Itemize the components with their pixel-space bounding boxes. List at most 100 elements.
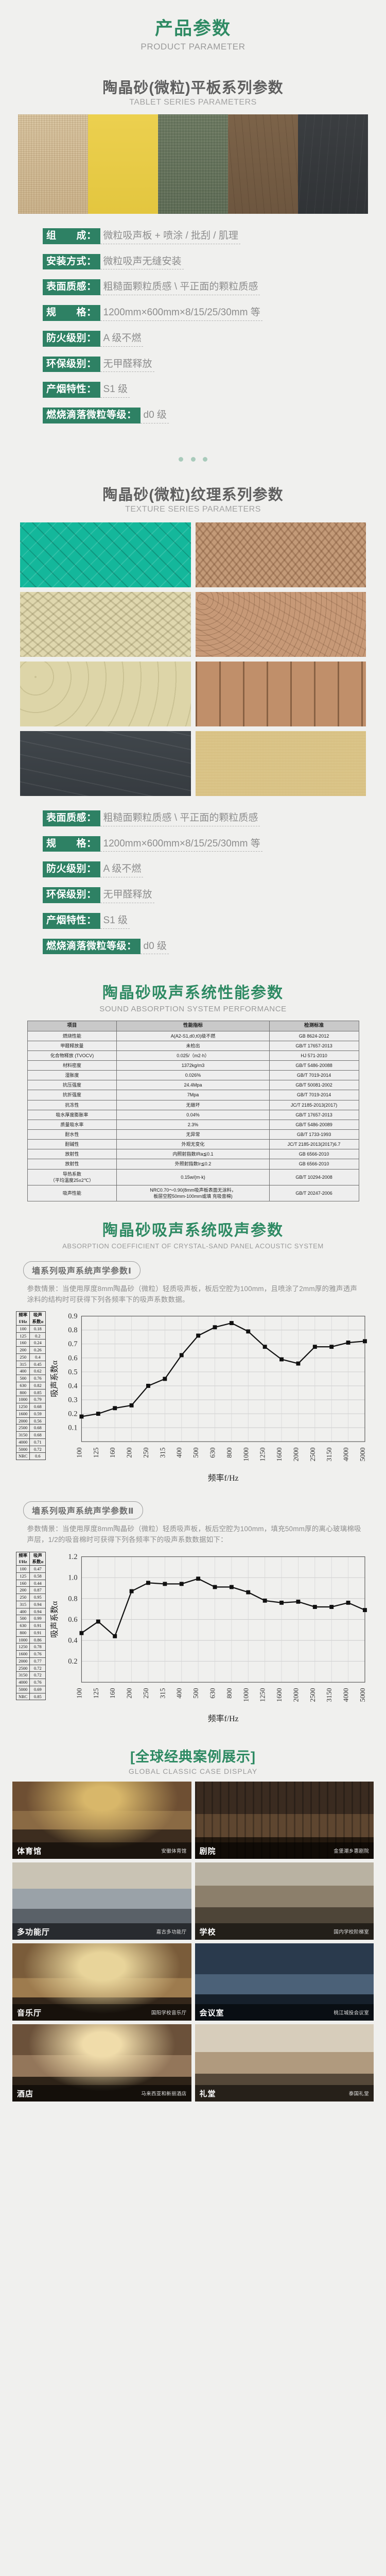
x-tick-label: 200 bbox=[126, 1688, 133, 1699]
case-card-multi[interactable]: 多功能厅 嘉古多功能厅 bbox=[12, 1862, 191, 1940]
case-gallery-title-en: GLOBAL CLASSIC CASE DISPLAY bbox=[128, 1767, 258, 1776]
x-axis-label: 频率f/Hz bbox=[208, 1714, 239, 1723]
cell-coefficient: 0.72 bbox=[29, 1445, 46, 1453]
chart1-pill-label: 墙系列吸声系统声学参数Ⅰ bbox=[23, 1261, 141, 1279]
cell-coefficient: 0.71 bbox=[29, 1438, 46, 1446]
x-tick-label: 3150 bbox=[325, 1448, 333, 1462]
case-gallery-grid: 体育馆 安徽体育馆 剧院 金堡潮乡惠剧院 多功能厅 嘉古多功能厅 学校 国内学校阶梯室 音乐厅 国… bbox=[12, 1782, 374, 2102]
case-card-hall[interactable]: 礼堂 泰国礼堂 bbox=[195, 2024, 374, 2102]
table-row: 200 0.87 bbox=[15, 1586, 46, 1595]
x-tick-label: 160 bbox=[109, 1688, 116, 1699]
chart-data-point bbox=[329, 1345, 334, 1349]
texture-gallery bbox=[20, 522, 366, 796]
x-tick-label: 1000 bbox=[242, 1448, 250, 1462]
cell-frequency: 125 bbox=[15, 1332, 30, 1340]
cell-index: 0.15w/(m·k) bbox=[116, 1168, 270, 1185]
case-card-hotel[interactable]: 酒店 马来西亚和新丽酒店 bbox=[12, 2024, 191, 2102]
spec-value: 粗糙面颗粒质感 \ 平正面的颗粒质感 bbox=[100, 280, 260, 295]
table-row: 2000 0.77 bbox=[15, 1657, 46, 1665]
cell-coefficient: 0.86 bbox=[29, 1636, 46, 1644]
column-header-frequency: 频率 f/Hz bbox=[15, 1551, 30, 1566]
case-card-gym[interactable]: 体育馆 安徽体育馆 bbox=[12, 1782, 191, 1859]
cell-coefficient: 0.72 bbox=[29, 1664, 46, 1672]
cell-coefficient: 0.47 bbox=[29, 1565, 46, 1573]
case-title: 剧院 bbox=[199, 1846, 216, 1856]
cell-coefficient: 0.56 bbox=[29, 1417, 46, 1425]
case-title: 礼堂 bbox=[199, 2089, 216, 2098]
case-subtitle: 安徽体育馆 bbox=[161, 1849, 187, 1855]
tablet-series-title-cn: 陶晶砂(微粒)平板系列参数 bbox=[102, 79, 284, 96]
table-row: 250 0.95 bbox=[15, 1594, 46, 1601]
cell-frequency: 3150 bbox=[15, 1671, 30, 1680]
cell-frequency: 1250 bbox=[15, 1403, 30, 1411]
spec-row: 产烟特性： S1 级 bbox=[43, 382, 368, 398]
chart-plot-border bbox=[81, 1556, 365, 1683]
cell-index: A(A2-S1,d0,t0)级不燃 bbox=[116, 1030, 270, 1041]
chart-data-point bbox=[146, 1581, 151, 1585]
x-tick-label: 3150 bbox=[325, 1688, 333, 1702]
case-card-meeting[interactable]: 会议室 桃江城投会议室 bbox=[195, 1943, 374, 2021]
table-row: 2500 0.68 bbox=[15, 1424, 46, 1432]
table-row: 500 0.76 bbox=[15, 1375, 46, 1382]
chart-plot-border bbox=[81, 1316, 365, 1443]
chart1-plot: 0.1 0.2 0.3 0.4 0.5 0.6 0.7 0.8 0.9 100 125 160 200 2… bbox=[48, 1309, 373, 1483]
cell-coefficient: 0.68 bbox=[29, 1431, 46, 1439]
case-gallery-header: [全球经典案例展示] GLOBAL CLASSIC CASE DISPLAY bbox=[0, 1724, 386, 1775]
chart-data-point bbox=[279, 1357, 284, 1362]
spec-label: 表面质感： bbox=[43, 810, 100, 826]
cell-item: 吸声性能 bbox=[27, 1184, 117, 1202]
table-row: 抗压强度 24.4Mpa GB/T 50081-2002 bbox=[27, 1080, 359, 1091]
case-title: 学校 bbox=[199, 1927, 216, 1937]
performance-table-body: 燃烧性能 A(A2-S1,d0,t0)级不燃 GB 8624-2012 甲醛释放量 未检… bbox=[27, 1030, 359, 1202]
table-row: 湿胀度 0.026% GB/T 7019-2014 bbox=[27, 1070, 359, 1081]
x-tick-label: 630 bbox=[209, 1688, 217, 1699]
chart-data-point bbox=[96, 1412, 101, 1416]
tablet-series-title-en: TABLET SERIES PARAMETERS bbox=[129, 97, 257, 107]
case-card-theatre[interactable]: 剧院 金堡潮乡惠剧院 bbox=[195, 1782, 374, 1859]
case-card-music[interactable]: 音乐厅 国阳学校音乐厅 bbox=[12, 1943, 191, 2021]
tablet-series-header: 陶晶砂(微粒)平板系列参数 TABLET SERIES PARAMETERS bbox=[0, 52, 386, 107]
cell-coefficient: 0.94 bbox=[29, 1600, 46, 1608]
svg-text:0.8: 0.8 bbox=[68, 1327, 77, 1335]
texture-tile-sand-granule-plain bbox=[195, 731, 366, 796]
spec-value: A 级不燃 bbox=[100, 862, 144, 877]
cell-coefficient: 0.68 bbox=[29, 1424, 46, 1432]
spec-row: 表面质感： 粗糙面颗粒质感 \ 平正面的颗粒质感 bbox=[43, 810, 368, 826]
chart1-block: 频率 f/Hz 吸声 系数α 100 0.18 125 0.2 160 0.24 200 0.26 25… bbox=[13, 1309, 373, 1483]
chart-data-point bbox=[296, 1599, 301, 1604]
spec-label: 表面质感： bbox=[43, 279, 100, 295]
case-caption: 酒店 马来西亚和新丽酒店 bbox=[12, 2085, 191, 2102]
chart-data-point bbox=[313, 1345, 317, 1349]
table-row: 1250 0.78 bbox=[15, 1643, 46, 1651]
cell-coefficient: 0.91 bbox=[29, 1622, 46, 1630]
chart-data-point bbox=[279, 1600, 284, 1605]
texture-series-title-cn: 陶晶砂(微粒)纹理系列参数 bbox=[102, 486, 284, 503]
texture-series-header: 陶晶砂(微粒)纹理系列参数 TEXTURE SERIES PARAMETERS bbox=[0, 467, 386, 514]
table-row-nrc: NRC 0.6 bbox=[15, 1452, 46, 1461]
case-card-school[interactable]: 学校 国内学校阶梯室 bbox=[195, 1862, 374, 1940]
chart-data-point bbox=[346, 1341, 350, 1345]
cell-item: 导热系数 （平均温度25±2℃） bbox=[27, 1168, 117, 1185]
cell-item: 抗折强度 bbox=[27, 1090, 117, 1100]
texture-tile-brown-tower-motif bbox=[195, 661, 366, 726]
cell-frequency: 4000 bbox=[15, 1438, 30, 1446]
chart-data-point bbox=[313, 1604, 317, 1609]
x-tick-label: 315 bbox=[159, 1688, 167, 1699]
cell-item: 湿胀度 bbox=[27, 1070, 117, 1081]
spec-value: 1200mm×600mm×8/15/25/30mm 等 bbox=[100, 306, 262, 321]
x-tick-label: 125 bbox=[92, 1688, 100, 1699]
x-tick-label: 800 bbox=[225, 1448, 233, 1459]
cell-frequency: 315 bbox=[15, 1360, 30, 1368]
cell-index: 7Mpa bbox=[116, 1090, 270, 1100]
table-row: 125 0.58 bbox=[15, 1572, 46, 1580]
case-title: 酒店 bbox=[17, 2089, 34, 2098]
table-row: 630 0.82 bbox=[15, 1381, 46, 1389]
cell-standard: GB/T 17657-2013 bbox=[269, 1109, 359, 1120]
spec-value: A 级不燃 bbox=[100, 332, 144, 347]
cell-standard: GB/T 5486-20089 bbox=[269, 1119, 359, 1130]
performance-title-en: SOUND ABSORPTION SYSTEM PERFORMANCE bbox=[99, 1004, 287, 1013]
x-tick-label: 1600 bbox=[275, 1448, 283, 1462]
spec-row: 环保级别： 无甲醛释放 bbox=[43, 887, 368, 903]
cell-standard: GB/T 10294-2008 bbox=[269, 1168, 359, 1185]
case-subtitle: 马来西亚和新丽酒店 bbox=[141, 2091, 187, 2097]
